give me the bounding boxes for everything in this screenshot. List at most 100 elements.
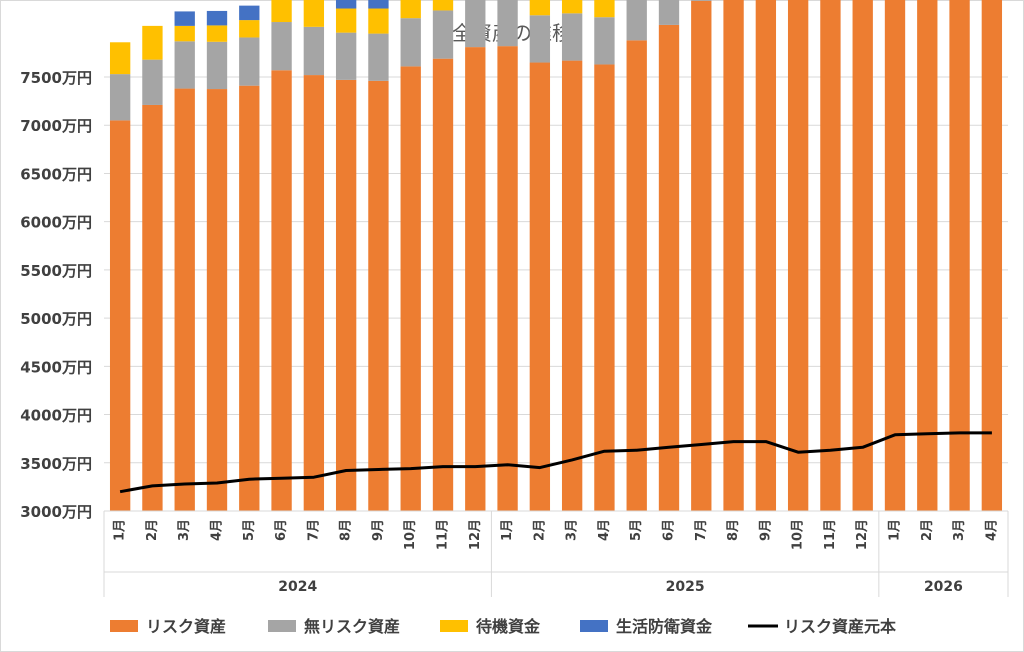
bar-segment: [465, 0, 486, 48]
x-tick-label: 11月: [823, 519, 838, 550]
legend-swatch: [268, 620, 296, 632]
x-tick-label: 6月: [662, 519, 677, 541]
x-tick-label: 7月: [306, 519, 321, 541]
bars: [109, 0, 1003, 512]
x-tick-label: 5月: [242, 519, 257, 541]
x-tick-label: 1月: [500, 519, 515, 541]
x-tick-label: 1月: [888, 519, 903, 541]
bar-segment: [368, 80, 389, 511]
bar-segment: [497, 0, 518, 47]
bar-segment: [594, 17, 615, 65]
bar-segment: [271, 70, 292, 511]
bar-segment: [174, 25, 195, 42]
bar-stack: [303, 0, 325, 512]
bar-segment: [561, 0, 583, 14]
bar-segment: [691, 0, 712, 511]
bar-stack: [981, 0, 1003, 512]
y-tick-label: 7500万円: [20, 69, 92, 87]
bar-segment: [206, 41, 228, 90]
legend-swatch: [110, 620, 138, 632]
x-tick-label: 3月: [565, 519, 580, 541]
y-tick-label: 5500万円: [20, 262, 92, 280]
x-tick-label: 12月: [855, 519, 870, 550]
x-tick-label: 4月: [984, 519, 999, 541]
year-label: 2024: [278, 579, 317, 595]
bar-segment: [432, 0, 454, 11]
bar-segment: [303, 26, 325, 76]
x-tick-label: 5月: [629, 519, 644, 541]
legend-item: 待機資金: [440, 617, 541, 636]
bar-segment: [303, 0, 325, 27]
bar-segment: [723, 0, 744, 511]
y-tick-label: 4500万円: [20, 358, 92, 376]
bar-segment: [174, 88, 195, 511]
bar-segment: [142, 104, 163, 512]
bar-segment: [949, 0, 970, 511]
bar-stack: [884, 0, 906, 512]
legend-label: リスク資産元本: [784, 617, 896, 636]
series-line: [119, 431, 992, 494]
bar-stack: [206, 10, 228, 512]
legend-swatch: [440, 620, 468, 632]
bar-stack: [432, 0, 454, 511]
bar-segment: [303, 75, 325, 512]
x-tick-label: 10月: [791, 519, 806, 550]
bar-stack: [561, 0, 583, 512]
bar-stack: [271, 0, 292, 511]
bar-segment: [400, 0, 421, 19]
x-tick-label: 3月: [952, 519, 967, 541]
legend-label: 生活防衛資金: [616, 617, 713, 636]
bar-stack: [239, 5, 260, 512]
bar-segment: [271, 22, 292, 71]
bar-stack: [787, 0, 809, 511]
year-label: 2025: [666, 579, 705, 595]
bar-segment: [206, 25, 228, 42]
bar-segment: [239, 20, 260, 38]
bar-segment: [884, 0, 906, 512]
x-axis: 1月 2月 3月 4月 5月 6月 7月 8月 9月 10月 11月 12月 1月 2月 3月 4月 5月 6月 7…: [103, 510, 1009, 597]
bar-segment: [626, 40, 647, 512]
year-label: 2026: [924, 579, 963, 595]
y-tick-label: 6500万円: [20, 165, 92, 183]
bar-segment: [820, 0, 841, 512]
bar-segment: [529, 15, 551, 63]
bar-stack: [917, 0, 938, 511]
bar-segment: [239, 5, 260, 21]
bar-stack: [497, 0, 518, 511]
x-tick-label: 9月: [758, 519, 773, 541]
bar-segment: [852, 0, 873, 511]
x-tick-label: 10月: [403, 519, 418, 550]
legend-swatch: [580, 620, 608, 632]
x-tick-label: 1月: [113, 519, 128, 541]
bar-segment: [142, 25, 163, 60]
legend-label: リスク資産: [146, 617, 226, 636]
x-tick-label: 2月: [145, 519, 160, 541]
bar-segment: [109, 74, 131, 121]
bar-stack: [691, 0, 712, 511]
bar-segment: [561, 13, 583, 61]
bar-segment: [497, 46, 518, 511]
x-tick-label: 8月: [339, 519, 354, 541]
y-tick-label: 3000万円: [20, 503, 92, 521]
bar-segment: [529, 0, 551, 16]
bar-stack: [626, 0, 647, 512]
x-tick-label: 4月: [597, 519, 612, 541]
bar-segment: [626, 0, 647, 41]
y-axis: 3000万円 3500万円 4000万円 4500万円 5000万円 5500万円 6000…: [20, 69, 92, 521]
bar-segment: [206, 10, 228, 26]
bar-stack: [465, 0, 486, 511]
bar-stack: [142, 25, 163, 512]
bar-segment: [271, 0, 292, 23]
bar-segment: [239, 37, 260, 86]
bar-segment: [109, 120, 131, 512]
y-tick-label: 3500万円: [20, 455, 92, 473]
x-tick-label: 9月: [371, 519, 386, 541]
bar-segment: [465, 47, 486, 511]
bar-segment: [529, 62, 551, 512]
bar-stack: [852, 0, 873, 511]
legend-label: 待機資金: [476, 617, 541, 636]
bar-segment: [981, 0, 1003, 512]
x-tick-label: 6月: [274, 519, 289, 541]
bar-segment: [174, 41, 195, 89]
